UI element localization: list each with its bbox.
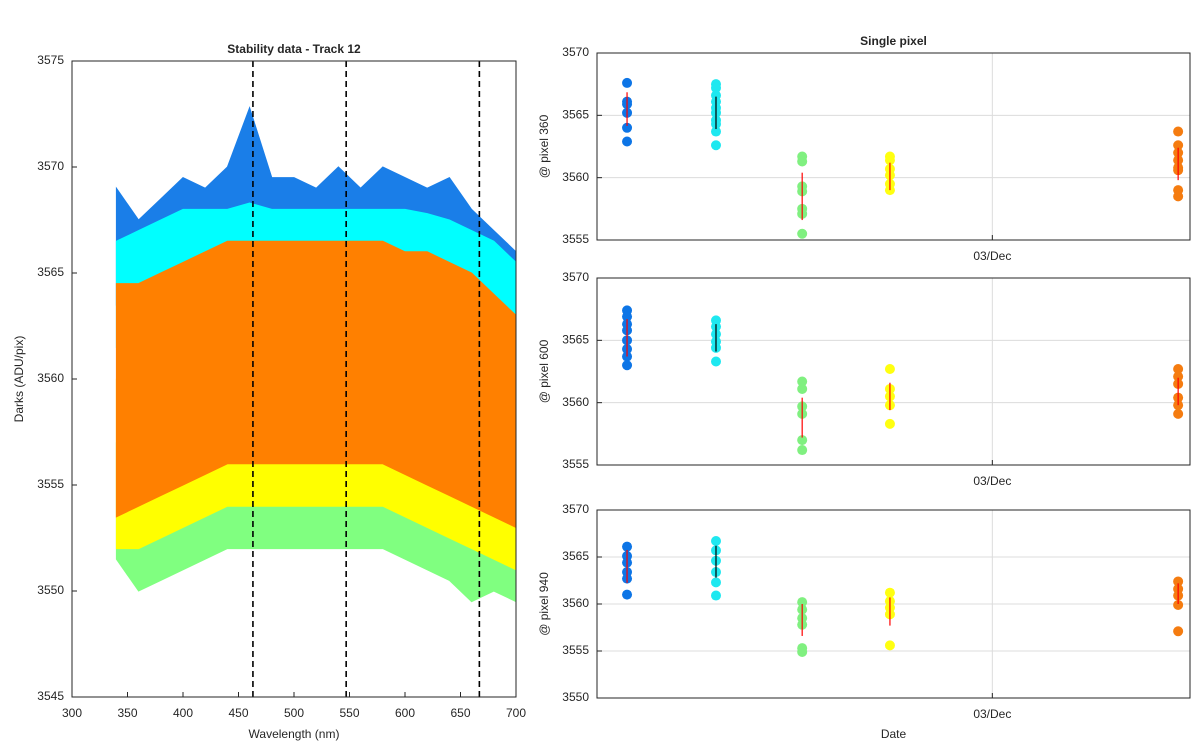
point — [1173, 140, 1184, 151]
point — [1173, 126, 1184, 137]
y-tick-label: 3575 — [37, 53, 64, 67]
point — [884, 155, 895, 166]
x-tick-label: 700 — [506, 706, 526, 720]
point — [1173, 408, 1184, 419]
point — [710, 356, 721, 367]
y-axis-label: Darks (ADU/pix) — [12, 336, 26, 423]
axes-box — [596, 52, 1191, 241]
point — [710, 590, 721, 601]
y-tick-label: 3555 — [562, 457, 589, 471]
y-tick-label: 3555 — [37, 477, 64, 491]
point — [1173, 576, 1184, 587]
y-tick-label: 3570 — [562, 270, 589, 284]
point — [622, 311, 633, 322]
x-tick-label: 650 — [450, 706, 470, 720]
y-tick-label: 3570 — [37, 159, 64, 173]
y-tick-label: 3565 — [562, 549, 589, 563]
x-tick-label: 03/Dec — [973, 707, 1011, 721]
point — [710, 577, 721, 588]
point — [884, 418, 895, 429]
point — [884, 587, 895, 598]
axes-box — [596, 509, 1191, 699]
y-tick-label: 3550 — [37, 583, 64, 597]
y-tick-label: 3570 — [562, 45, 589, 59]
point — [622, 360, 633, 371]
x-tick-label: 03/Dec — [973, 474, 1011, 488]
plot-area — [597, 53, 1190, 240]
point — [797, 383, 808, 394]
x-tick-label: 350 — [117, 706, 137, 720]
point — [710, 126, 721, 137]
point — [622, 541, 633, 552]
y-tick-label: 3545 — [37, 689, 64, 703]
point — [797, 435, 808, 446]
point — [797, 445, 808, 456]
y-tick-label: 3560 — [562, 395, 589, 409]
y-axis-label: @ pixel 600 — [537, 339, 551, 403]
point — [1173, 364, 1184, 375]
y-tick-label: 3565 — [562, 108, 589, 122]
x-tick-label: 03/Dec — [973, 249, 1011, 263]
x-tick-label: 400 — [173, 706, 193, 720]
x-tick-label: 500 — [284, 706, 304, 720]
point — [1173, 626, 1184, 637]
point — [1173, 191, 1184, 202]
point — [622, 589, 633, 600]
y-tick-label: 3555 — [562, 643, 589, 657]
point — [797, 646, 808, 657]
x-tick-label: 450 — [228, 706, 248, 720]
x-tick-label: 600 — [395, 706, 415, 720]
point — [710, 536, 721, 547]
y-tick-label: 3570 — [562, 502, 589, 516]
point — [622, 136, 633, 147]
x-tick-label: 550 — [339, 706, 359, 720]
point — [710, 82, 721, 93]
y-tick-label: 3560 — [562, 170, 589, 184]
point — [797, 228, 808, 239]
axes-box — [596, 277, 1191, 466]
y-tick-label: 3560 — [37, 371, 64, 385]
y-axis-label: @ pixel 360 — [537, 114, 551, 178]
point — [884, 640, 895, 651]
point — [622, 77, 633, 88]
y-tick-label: 3555 — [562, 232, 589, 246]
y-tick-label: 3560 — [562, 596, 589, 610]
point — [884, 364, 895, 375]
point — [710, 140, 721, 151]
point — [797, 156, 808, 167]
y-tick-label: 3565 — [562, 333, 589, 347]
axes-box — [71, 60, 517, 698]
y-axis-label: @ pixel 940 — [537, 572, 551, 636]
point — [797, 597, 808, 608]
x-tick-label: 300 — [62, 706, 82, 720]
y-tick-label: 3550 — [562, 690, 589, 704]
x-axis-label: Date — [881, 727, 907, 741]
chart-title: Single pixel — [860, 34, 927, 48]
point — [1173, 599, 1184, 610]
point — [797, 376, 808, 387]
x-axis-label: Wavelength (nm) — [249, 727, 340, 741]
point — [1173, 371, 1184, 382]
chart-title: Stability data - Track 12 — [227, 42, 361, 56]
y-tick-label: 3565 — [37, 265, 64, 279]
point — [622, 122, 633, 133]
